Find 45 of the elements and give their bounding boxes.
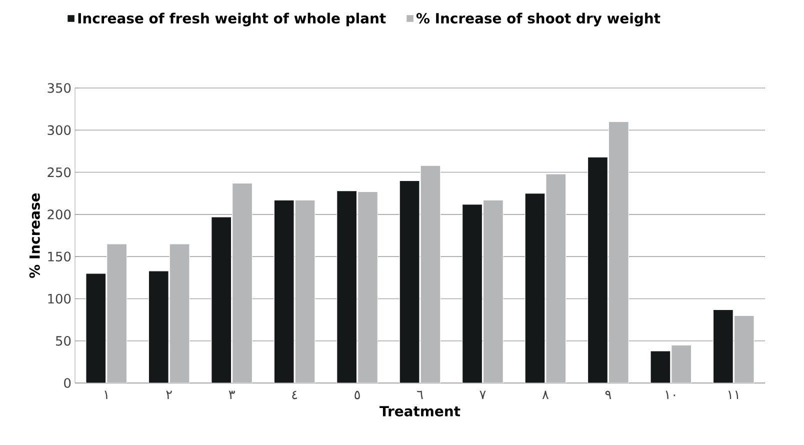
bar [357, 191, 378, 383]
bar [482, 200, 504, 383]
bar [462, 204, 483, 383]
bar [232, 182, 253, 383]
bar [169, 244, 190, 383]
bar [399, 180, 420, 383]
bar [274, 200, 294, 383]
bar [211, 216, 232, 383]
x-tick-label: ٧ [480, 390, 486, 399]
x-tick-label: ٦ [417, 390, 423, 399]
x-tick-label: ٨ [542, 390, 549, 399]
x-tick-label: ٥ [354, 390, 360, 400]
bar [587, 156, 608, 383]
y-tick-label: 50 [56, 336, 71, 346]
bar [106, 244, 128, 383]
bar [608, 121, 629, 383]
bar [294, 200, 316, 383]
y-tick-label: 100 [48, 294, 71, 304]
legend-label: % Increase of shoot dry weight [416, 12, 660, 26]
y-tick-label: 200 [48, 210, 71, 220]
x-axis-title: Treatment [380, 406, 460, 416]
y-tick-label: 250 [48, 167, 71, 178]
bar [86, 273, 106, 383]
x-tick-label: ٢ [166, 390, 172, 399]
bar [671, 344, 692, 383]
bar [148, 270, 169, 383]
x-tick-label: ٤ [292, 390, 297, 400]
y-tick-label: 300 [48, 125, 71, 136]
bar [650, 350, 671, 383]
bar [336, 190, 358, 383]
x-tick-label: ١١ [728, 390, 738, 399]
x-tick-label: ١٠ [666, 390, 676, 399]
bar [734, 315, 754, 383]
bar [546, 174, 566, 383]
bar [712, 309, 734, 383]
y-axis-title: % Increase [29, 193, 40, 278]
bar [420, 165, 441, 383]
bar [524, 193, 546, 383]
y-tick-label: 350 [48, 83, 71, 93]
y-tick-label: 150 [48, 252, 71, 262]
x-tick-label: ٣ [228, 390, 235, 399]
x-tick-label: ١ [104, 390, 108, 399]
y-tick-label: 0 [64, 378, 71, 388]
x-tick-label: ٩ [605, 390, 612, 400]
legend-label: Increase of fresh weight of whole plant [78, 12, 386, 26]
